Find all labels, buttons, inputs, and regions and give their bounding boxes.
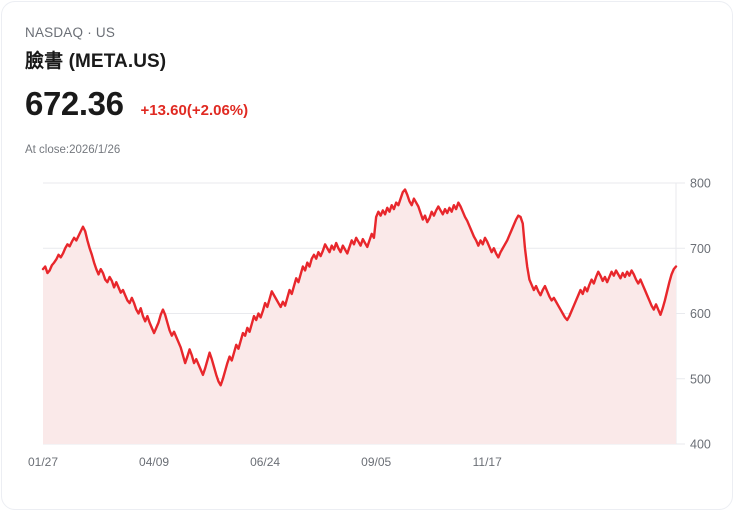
last-price: 672.36 (25, 85, 124, 122)
price-chart[interactable]: 800 700 600 500 400 01/27 04/09 06/24 09/05 11/1… (2, 162, 733, 482)
page-title: 臉書 (META.US) (25, 51, 167, 72)
svg-text:800: 800 (690, 177, 711, 191)
chart-price-line (41, 188, 678, 387)
exchange-separator: · (87, 25, 92, 40)
chart-y-axis-labels: 800 700 600 500 400 (690, 177, 711, 452)
chart-area-fill (43, 189, 676, 444)
exchange-name: NASDAQ (25, 25, 84, 40)
svg-text:11/17: 11/17 (473, 455, 502, 469)
svg-text:06/24: 06/24 (250, 455, 280, 469)
price-chart-svg[interactable]: 800 700 600 500 400 01/27 04/09 06/24 09/05 11/1… (2, 162, 733, 482)
price-change: +13.60(+2.06%) (140, 102, 249, 119)
svg-text:400: 400 (690, 438, 711, 452)
svg-text:01/27: 01/27 (28, 455, 58, 469)
chart-x-axis-labels: 01/27 04/09 06/24 09/05 11/17 (28, 455, 502, 469)
svg-text:500: 500 (690, 372, 711, 386)
svg-text:09/05: 09/05 (361, 455, 391, 469)
svg-text:04/09: 04/09 (139, 455, 169, 469)
price-row: 672.36 +13.60(+2.06%) (25, 87, 248, 120)
svg-text:700: 700 (690, 242, 711, 256)
svg-text:600: 600 (690, 307, 711, 321)
exchange-line: NASDAQ · US (25, 25, 115, 40)
exchange-region: US (95, 25, 116, 40)
market-status: At close:2026/1/26 (25, 144, 121, 156)
